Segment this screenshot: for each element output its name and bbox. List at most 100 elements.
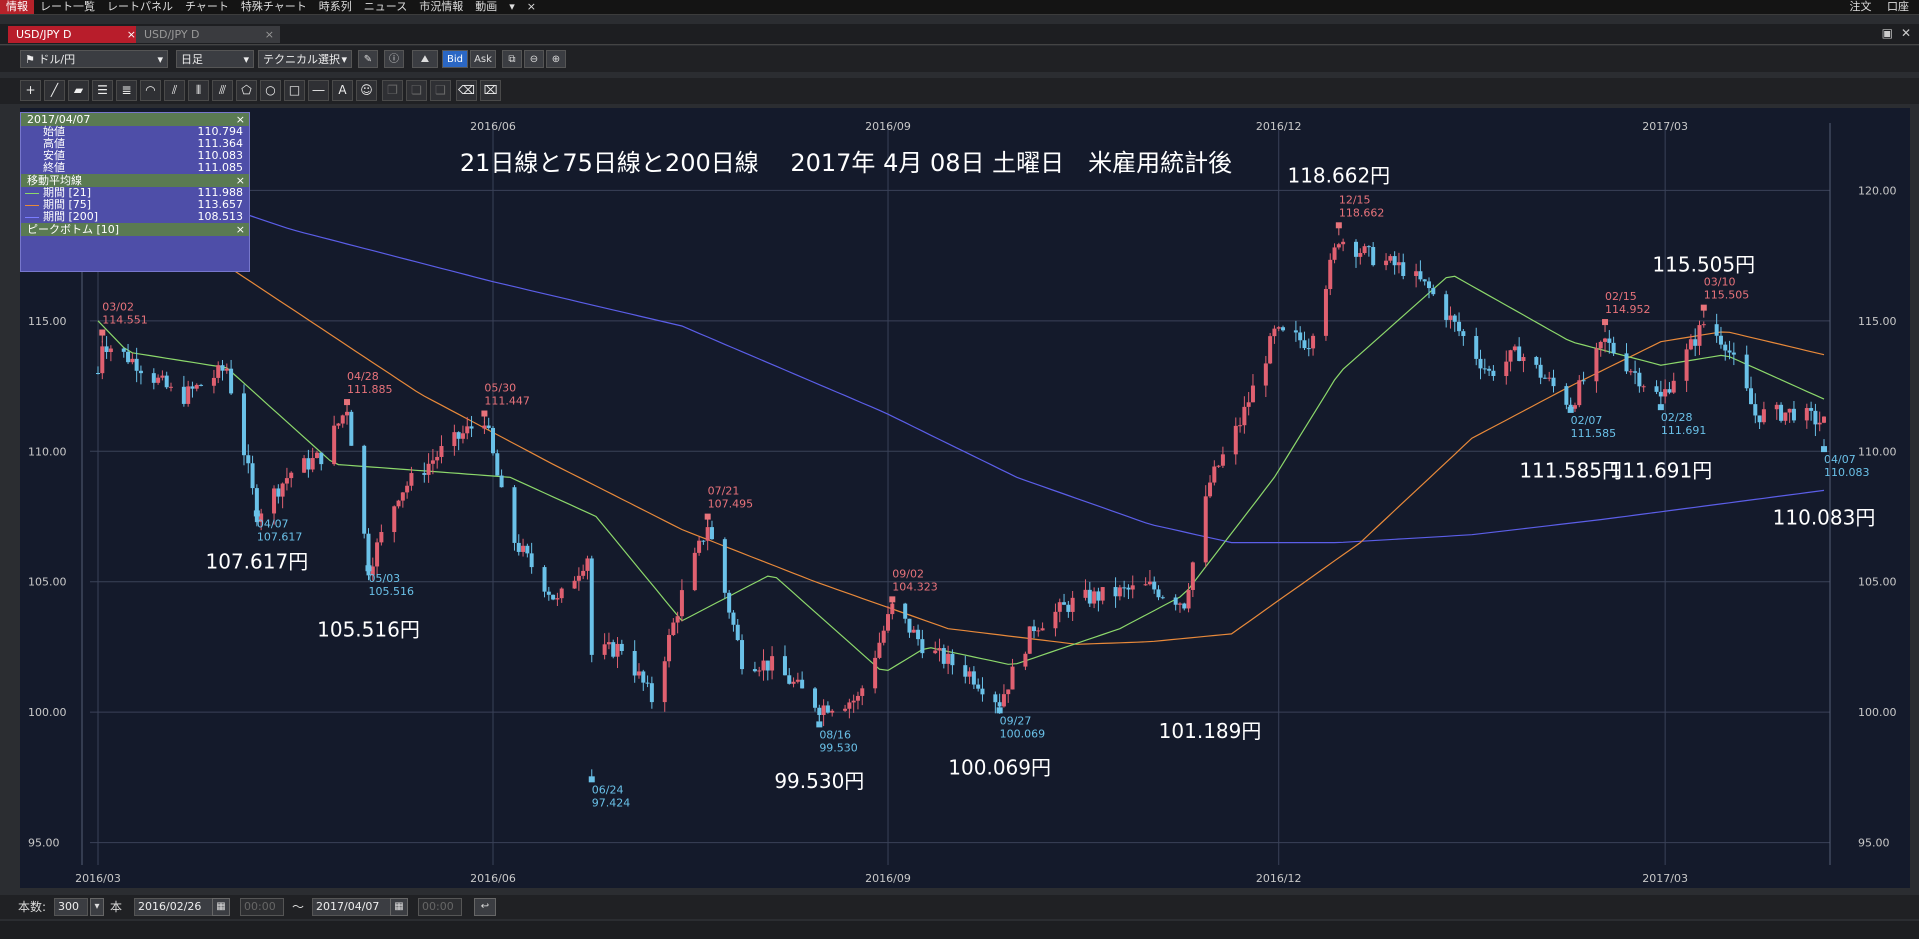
- candle-body: [636, 671, 641, 676]
- account-button[interactable]: 口座: [1887, 0, 1909, 13]
- fan-icon[interactable]: ⫽: [164, 80, 185, 101]
- candle-body: [1246, 402, 1251, 407]
- close-icon[interactable]: ×: [126, 28, 136, 41]
- peak-value-label: 111.447: [484, 395, 530, 408]
- candle-body: [1444, 294, 1449, 320]
- candle-body: [993, 694, 998, 703]
- arc-icon[interactable]: ◠: [140, 80, 161, 101]
- menu-item-news[interactable]: ニュース: [363, 0, 408, 13]
- candle-body: [1203, 496, 1208, 563]
- count-down-icon[interactable]: ▾: [90, 898, 104, 916]
- paste-icon[interactable]: ❏: [406, 80, 427, 101]
- candle-body: [396, 500, 401, 507]
- candle-body: [813, 688, 818, 708]
- candle-body: [310, 458, 315, 470]
- close-icon[interactable]: ×: [264, 28, 274, 41]
- menu-dropdown-icon[interactable]: ▾: [509, 0, 515, 13]
- candle-body: [96, 373, 100, 374]
- menu-item-info[interactable]: 情報: [0, 0, 34, 14]
- candle-body: [224, 368, 229, 371]
- candle-body: [645, 682, 650, 684]
- clear-all-icon[interactable]: ⌧: [480, 80, 501, 101]
- candle-body: [1581, 380, 1586, 382]
- candle-body: [1542, 377, 1547, 379]
- menu-item-market-info[interactable]: 市況情報: [419, 0, 464, 13]
- menu-item-chart[interactable]: チャート: [185, 0, 229, 13]
- pen-icon[interactable]: ✎: [358, 50, 378, 68]
- ask-button[interactable]: Ask: [470, 50, 496, 68]
- order-button[interactable]: 注文: [1849, 0, 1872, 13]
- ruler-icon[interactable]: ▰: [68, 80, 89, 101]
- menu-item-video[interactable]: 動画: [475, 0, 498, 13]
- price-chart[interactable]: 03/02114.55104/07107.61704/28111.88505/0…: [20, 108, 1910, 888]
- fibonacci-icon[interactable]: ≣: [116, 80, 137, 101]
- candle-body: [1281, 327, 1286, 331]
- crosshair-icon[interactable]: +: [20, 80, 41, 101]
- menu-item-timeseries[interactable]: 時系列: [318, 0, 352, 13]
- calendar-icon[interactable]: ▦: [390, 898, 408, 916]
- candle-body: [302, 458, 307, 473]
- emoji-icon[interactable]: ☺: [356, 80, 377, 101]
- peak-marker: [588, 776, 595, 783]
- period-select[interactable]: 日足 ▾: [176, 50, 254, 68]
- maximize-icon[interactable]: ▣: [1881, 26, 1893, 40]
- pair-select[interactable]: ⚑ ドル/円 ▾: [20, 50, 168, 68]
- menu-item-special-chart[interactable]: 特殊チャート: [240, 0, 307, 13]
- candle-body: [542, 567, 547, 592]
- candle-body: [1401, 262, 1406, 276]
- scale-icon[interactable]: ⧉: [502, 50, 522, 68]
- candle-body: [1761, 409, 1766, 423]
- zoom-out-icon[interactable]: ⊖: [524, 50, 544, 68]
- candle-body: [800, 679, 805, 689]
- chart-toolbar: ⚑ ドル/円 ▾ 日足 ▾ テクニカル選択 ▾ ✎ ⓘ ⛰ Bid Ask ⧉ …: [0, 46, 1919, 72]
- close-icon[interactable]: ✕: [1900, 26, 1911, 40]
- candle-body: [1272, 328, 1277, 337]
- candle-body: [362, 445, 367, 534]
- circle-icon[interactable]: ○: [260, 80, 281, 101]
- calendar-icon[interactable]: ▦: [212, 898, 230, 916]
- y-tick-label-left: 100.00: [28, 706, 67, 719]
- vlines-icon[interactable]: ⦀: [188, 80, 209, 101]
- window-controls: ▣ ✕: [1874, 26, 1911, 40]
- channel-icon[interactable]: ⫻: [212, 80, 233, 101]
- count-input[interactable]: 300: [54, 898, 88, 916]
- info-panel[interactable]: 2017/04/07 × 始値 110.794 高値 111.364 安値 110.0…: [20, 112, 250, 272]
- price-annotation: 105.516円: [317, 617, 420, 641]
- copy-icon[interactable]: ❐: [382, 80, 403, 101]
- candle-body: [1156, 589, 1161, 598]
- candle-body: [512, 487, 517, 543]
- close-icon[interactable]: ×: [235, 113, 245, 126]
- from-date-input[interactable]: 2016/02/26: [134, 898, 230, 916]
- mountain-chart-icon[interactable]: ⛰: [412, 50, 438, 68]
- technical-select[interactable]: テクニカル選択 ▾: [258, 50, 352, 68]
- menu-item-rate-list[interactable]: レート一覧: [40, 0, 95, 13]
- menu-close-icon[interactable]: ×: [526, 0, 536, 13]
- close-icon[interactable]: ×: [235, 174, 245, 187]
- to-date-input[interactable]: 2017/04/07: [312, 898, 408, 916]
- eraser-icon[interactable]: ⌫: [456, 80, 477, 101]
- zoom-in-icon[interactable]: ⊕: [546, 50, 566, 68]
- hline-icon[interactable]: ―: [308, 80, 329, 101]
- info-icon[interactable]: ⓘ: [384, 50, 404, 68]
- ohlc-label: 始値: [43, 125, 65, 138]
- tab-usdjpy-inactive[interactable]: USD/JPY D ×: [136, 26, 280, 43]
- text-icon[interactable]: A: [332, 80, 353, 101]
- candle-body: [332, 425, 337, 465]
- tab-usdjpy-active[interactable]: USD/JPY D ×: [8, 26, 142, 43]
- duplicate-icon[interactable]: ❑: [430, 80, 451, 101]
- rectangle-icon[interactable]: □: [284, 80, 305, 101]
- candle-body: [1688, 339, 1693, 350]
- bid-button[interactable]: Bid: [442, 50, 468, 68]
- candle-body: [1362, 246, 1367, 254]
- menu-item-rate-panel[interactable]: レートパネル: [107, 0, 173, 13]
- candle-body: [1250, 385, 1255, 403]
- pentagon-icon[interactable]: ⬠: [236, 80, 257, 101]
- close-icon[interactable]: ×: [235, 223, 245, 236]
- peak-value-label: 107.495: [708, 498, 754, 511]
- trendline-icon[interactable]: ╱: [44, 80, 65, 101]
- hlines-icon[interactable]: ☰: [92, 80, 113, 101]
- peak-marker: [99, 329, 106, 336]
- ma-value: 113.657: [197, 198, 244, 211]
- candle-body: [1577, 380, 1582, 406]
- refresh-icon[interactable]: ↩: [474, 898, 496, 916]
